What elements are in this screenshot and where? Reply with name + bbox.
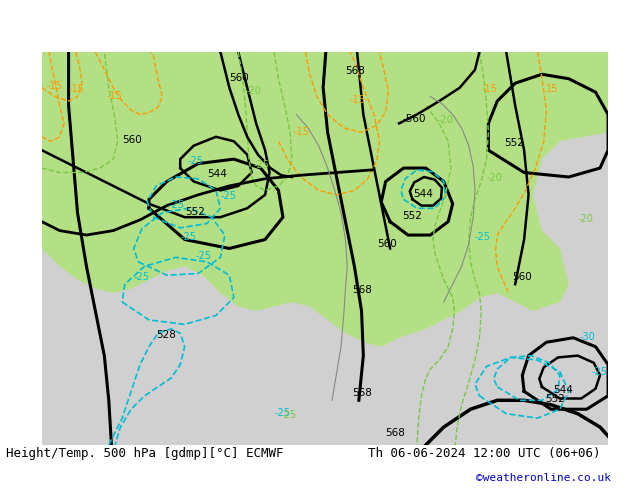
Text: -20: -20 <box>437 116 453 125</box>
Text: 560: 560 <box>512 272 533 282</box>
Text: 544: 544 <box>413 189 433 198</box>
Text: -15: -15 <box>106 91 122 101</box>
Text: -25: -25 <box>195 251 211 261</box>
Text: -20: -20 <box>578 214 593 223</box>
Text: -25: -25 <box>221 191 236 201</box>
Text: Th 06-06-2024 12:00 UTC (06+06): Th 06-06-2024 12:00 UTC (06+06) <box>368 447 600 460</box>
Text: 544: 544 <box>207 169 227 179</box>
Text: -20: -20 <box>486 173 503 183</box>
Text: -25: -25 <box>180 231 197 242</box>
Polygon shape <box>42 52 608 347</box>
Text: 560: 560 <box>230 73 249 82</box>
Text: -25: -25 <box>254 160 269 170</box>
Text: -15: -15 <box>46 81 62 92</box>
Text: 560: 560 <box>377 239 396 248</box>
Text: -20: -20 <box>245 86 261 96</box>
Text: 568: 568 <box>352 388 372 398</box>
Text: -25: -25 <box>275 408 291 418</box>
Text: -15: -15 <box>68 84 84 94</box>
Text: 544: 544 <box>553 385 574 395</box>
Text: -25: -25 <box>591 368 607 377</box>
Text: -25: -25 <box>475 231 491 242</box>
Text: -15: -15 <box>294 127 309 137</box>
Text: 552: 552 <box>184 206 205 217</box>
Text: 568: 568 <box>346 66 365 76</box>
Text: 552: 552 <box>545 394 566 404</box>
Text: -15: -15 <box>481 84 497 94</box>
Text: Height/Temp. 500 hPa [gdmp][°C] ECMWF: Height/Temp. 500 hPa [gdmp][°C] ECMWF <box>6 447 284 460</box>
Text: 552: 552 <box>402 211 422 221</box>
Text: 552: 552 <box>505 138 524 147</box>
Text: -25: -25 <box>134 272 150 282</box>
Text: 560: 560 <box>122 135 142 145</box>
Text: -25: -25 <box>188 156 204 166</box>
Text: 15: 15 <box>547 84 559 94</box>
Text: -30: -30 <box>579 332 595 342</box>
Text: 568: 568 <box>352 285 372 295</box>
Text: -25: -25 <box>169 200 184 210</box>
Text: 568: 568 <box>385 428 406 438</box>
Text: -15: -15 <box>350 95 366 105</box>
Text: 528: 528 <box>156 330 176 340</box>
Text: ©weatheronline.co.uk: ©weatheronline.co.uk <box>476 473 611 483</box>
Text: -25: -25 <box>280 410 296 420</box>
Text: -560: -560 <box>403 114 426 123</box>
